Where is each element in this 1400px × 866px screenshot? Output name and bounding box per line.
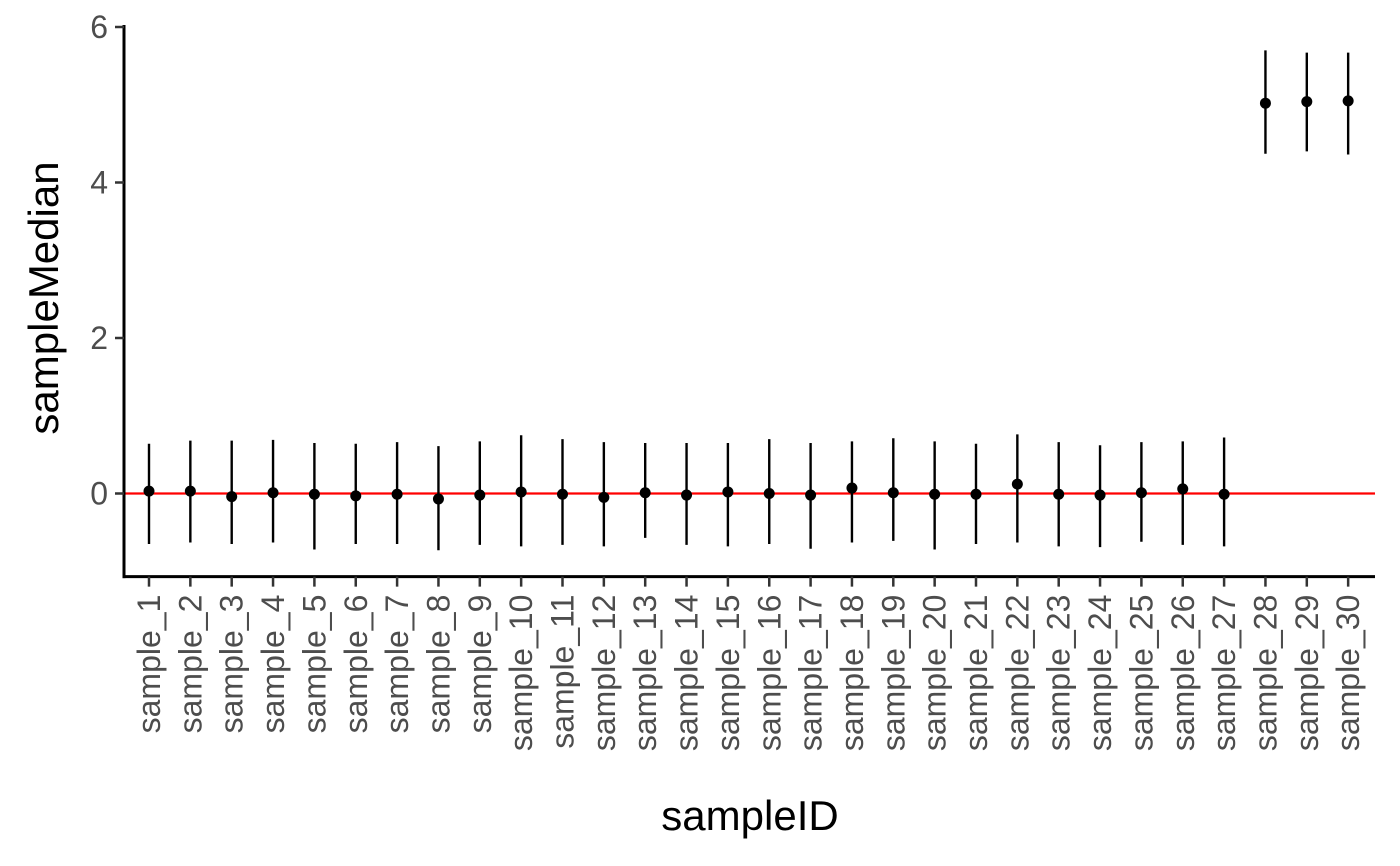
data-point xyxy=(474,489,486,501)
data-point xyxy=(598,491,610,503)
x-tick-label: sample_10 xyxy=(503,595,539,752)
data-point xyxy=(515,486,527,498)
x-tick-label: sample_19 xyxy=(875,595,911,752)
data-point xyxy=(1218,488,1230,500)
y-axis-title: sampleMedian xyxy=(20,161,67,434)
x-tick-label: sample_12 xyxy=(586,595,622,752)
data-point xyxy=(226,491,238,503)
x-tick-label: sample_3 xyxy=(214,595,250,734)
y-tick-label: 6 xyxy=(90,9,108,45)
x-tick-label: sample_13 xyxy=(627,595,663,752)
data-point xyxy=(350,490,362,502)
x-tick-label: sample_1 xyxy=(131,595,167,734)
x-tick-label: sample_9 xyxy=(462,595,498,734)
x-tick-label: sample_21 xyxy=(958,595,994,752)
x-tick-label: sample_28 xyxy=(1247,595,1283,752)
data-point xyxy=(1011,478,1023,490)
x-tick-label: sample_7 xyxy=(379,595,415,734)
data-point xyxy=(432,493,444,505)
error-bars xyxy=(147,50,1350,551)
data-point xyxy=(763,488,775,499)
data-point xyxy=(1053,488,1065,500)
x-tick-label: sample_20 xyxy=(917,595,953,752)
x-tick-label: sample_26 xyxy=(1165,595,1201,752)
data-point xyxy=(391,488,403,500)
y-tick-label: 4 xyxy=(90,165,108,201)
x-tick-label: sample_22 xyxy=(999,595,1035,752)
x-tick-label: sample_27 xyxy=(1206,595,1242,752)
x-tick-label: sample_29 xyxy=(1289,595,1325,752)
x-tick-label: sample_2 xyxy=(172,595,208,734)
x-tick-label: sample_5 xyxy=(296,595,332,734)
x-tick-label: sample_16 xyxy=(751,595,787,752)
x-tick-label: sample_4 xyxy=(255,595,291,734)
data-point xyxy=(887,487,899,499)
x-tick-label: sample_30 xyxy=(1330,595,1366,752)
x-tick-label: sample_25 xyxy=(1123,595,1159,752)
data-point xyxy=(970,488,982,500)
data-point xyxy=(681,489,693,501)
x-tick-label: sample_8 xyxy=(420,595,456,734)
x-tick-label: sample_15 xyxy=(710,595,746,752)
x-axis-title: sampleID xyxy=(661,792,838,839)
x-tick-label: sample_17 xyxy=(793,595,829,752)
data-point xyxy=(1259,97,1271,109)
y-tick-label: 2 xyxy=(90,320,108,356)
x-tick-label: sample_18 xyxy=(834,595,870,752)
data-point xyxy=(805,489,817,501)
data-point xyxy=(1135,487,1147,499)
x-tick-label: sample_24 xyxy=(1082,595,1118,752)
data-point xyxy=(267,487,279,499)
x-tick-label: sample_23 xyxy=(1041,595,1077,752)
data-point xyxy=(184,485,196,497)
plot-area xyxy=(124,50,1375,551)
data-point xyxy=(143,485,155,497)
data-point xyxy=(557,488,568,500)
points xyxy=(143,95,1354,505)
data-point xyxy=(722,486,734,498)
data-point xyxy=(1301,96,1313,108)
data-point xyxy=(639,487,651,499)
data-point xyxy=(929,488,941,500)
x-tick-label: sample_11 xyxy=(545,595,581,749)
data-point xyxy=(308,488,320,500)
data-point xyxy=(1342,95,1354,107)
x-axis: sample_1 sample_2 sample_3 sample_4 sample_5… xyxy=(122,575,1375,752)
x-tick-label: sample_14 xyxy=(669,595,705,752)
y-tick-label: 0 xyxy=(90,476,108,512)
data-point xyxy=(1094,489,1106,501)
data-point xyxy=(846,482,858,494)
data-point xyxy=(1177,483,1189,495)
y-axis: 0 2 4 6 xyxy=(90,9,126,579)
x-tick-label: sample_6 xyxy=(338,595,374,734)
